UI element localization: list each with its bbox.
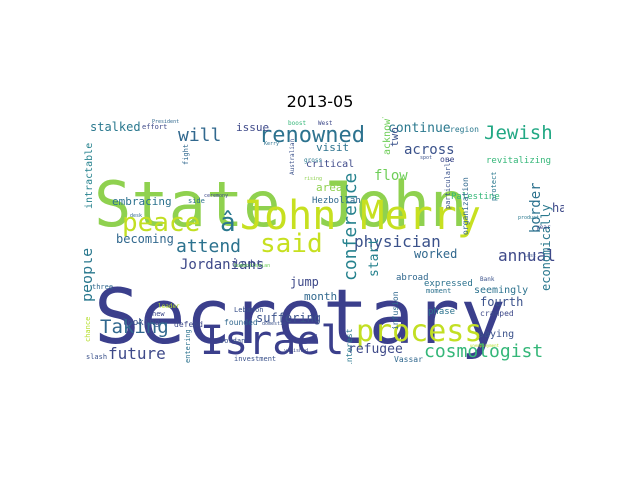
cloud-word: moment — [426, 287, 451, 295]
cloud-word: region — [450, 125, 479, 134]
cloud-word: fight — [182, 144, 190, 165]
cloud-word: â — [220, 208, 236, 238]
cloud-word: three — [92, 283, 113, 291]
cloud-word: acknowledge — [382, 117, 393, 155]
cloud-word: product — [518, 215, 539, 221]
cloud-word: interest — [345, 328, 354, 364]
cloud-word: leader — [158, 303, 180, 310]
cloud-word: intractable — [84, 143, 95, 209]
cloud-word: will — [178, 125, 221, 146]
cloud-word: Taking — [100, 316, 169, 338]
cloud-word: refugee — [348, 342, 403, 357]
cloud-word: critical — [306, 159, 354, 170]
cloud-word: State John — [94, 168, 467, 241]
cloud-word: side — [188, 197, 205, 205]
cloud-word: desk — [130, 213, 142, 219]
cloud-word: annual — [498, 246, 556, 265]
cloud-word: rising — [304, 176, 322, 182]
cloud-word: Australian — [289, 138, 296, 175]
cloud-word: worked — [414, 247, 457, 261]
cloud-word: organization — [461, 177, 470, 235]
cloud-word: conference — [340, 173, 361, 281]
cloud-word: attend — [176, 236, 241, 257]
cloud-word: boost — [288, 120, 306, 127]
cloud-word: embracing — [112, 195, 172, 208]
cloud-word: particularly — [444, 158, 452, 209]
cloud-word: spot — [420, 155, 432, 161]
cloud-word: Israel — [200, 318, 345, 364]
cloud-word: Vassar — [394, 355, 423, 364]
cloud-word: cosmologist — [424, 341, 543, 362]
cloud-word: cramped — [480, 309, 514, 318]
cloud-word: founded — [224, 318, 258, 327]
cloud-word: Lebanon — [234, 306, 264, 314]
cloud-word: process — [356, 314, 482, 349]
cloud-word: phase — [428, 307, 455, 317]
cloud-word: jump — [290, 275, 319, 289]
cloud-word: gross — [304, 157, 322, 164]
cloud-word: start — [367, 238, 382, 277]
cloud-word: across — [404, 142, 455, 158]
cloud-word: President — [152, 119, 179, 125]
cloud-word: chance — [84, 317, 92, 342]
cloud-word: fourth — [480, 295, 523, 309]
cloud-word: doubt — [232, 259, 262, 270]
cloud-word: Hezbollah — [312, 196, 361, 206]
cloud-word: ha — [552, 201, 564, 215]
cloud-word: said — [260, 229, 323, 259]
cloud-word: seemingly — [474, 285, 528, 296]
cloud-word: West — [318, 120, 333, 127]
cloud-word: one — [440, 155, 455, 164]
cloud-word: physician — [354, 232, 441, 251]
cloud-word: becoming — [116, 232, 174, 246]
cloud-word: revitalizing — [486, 156, 551, 166]
cloud-word: year — [536, 224, 551, 231]
cloud-word: future — [108, 344, 166, 363]
cloud-word: saying — [478, 329, 514, 340]
cloud-word: Jewish — [484, 122, 553, 144]
cloud-word: peace — [122, 208, 200, 238]
cloud-word: slash — [86, 353, 107, 361]
cloud-word: protect — [490, 171, 498, 201]
cloud-word: people — [84, 248, 96, 302]
cloud-word: ceremony — [204, 193, 228, 199]
cloud-word: unemployment — [470, 343, 499, 348]
cloud-word: border — [528, 182, 544, 233]
cloud-word: visit — [316, 141, 349, 154]
cloud-word: John Merry — [240, 193, 481, 239]
cloud-word: entering — [184, 329, 192, 363]
word-cloud: Secretary State John John Merry Israel proce… — [84, 117, 564, 364]
cloud-word: domestic — [262, 321, 286, 327]
cloud-word: looking — [122, 318, 160, 328]
cloud-word: Jordanians — [180, 257, 264, 273]
cloud-word: humanitarian — [234, 263, 270, 269]
cloud-word: vanished — [284, 348, 308, 354]
cloud-word: Bank — [480, 276, 495, 283]
cloud-word: Palestine — [451, 192, 500, 202]
cloud-word: stalked — [90, 120, 141, 134]
cloud-word: economically — [539, 204, 553, 291]
cloud-word: new — [152, 310, 165, 318]
chart-title: 2013-05 — [286, 92, 354, 111]
cloud-word: defend — [174, 320, 203, 329]
cloud-word: continue — [388, 121, 451, 136]
cloud-word: area — [316, 181, 343, 194]
cloud-word: expressed — [424, 279, 473, 289]
cloud-word: Jordan — [220, 337, 245, 345]
cloud-word: renowned — [259, 123, 365, 148]
cloud-word: Last — [524, 253, 536, 259]
cloud-word: two — [388, 127, 401, 147]
cloud-word: infusion — [391, 291, 400, 330]
cloud-word: issue — [236, 121, 269, 134]
cloud-word: effort — [142, 123, 167, 131]
cloud-word: Kerry — [264, 141, 279, 147]
cloud-word: investment — [234, 355, 276, 363]
cloud-word: Secretary — [94, 272, 506, 361]
cloud-word: month — [304, 290, 337, 303]
cloud-word: suffering — [256, 311, 321, 325]
cloud-word: abroad — [396, 273, 429, 283]
cloud-word: flow — [374, 168, 408, 184]
